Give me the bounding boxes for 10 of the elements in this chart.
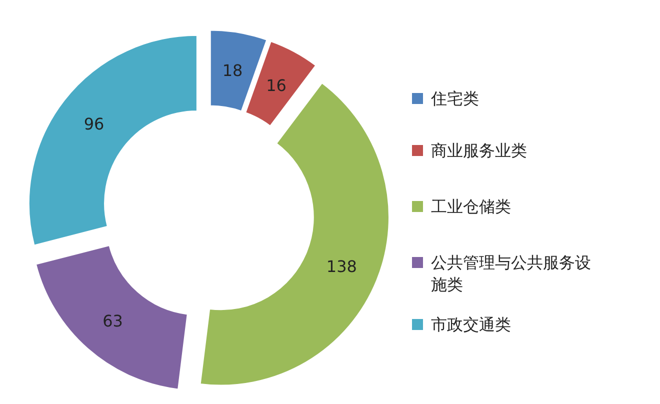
legend-label: 公共管理与公共服务设施类 [431,252,592,296]
data-label: 18 [222,60,243,80]
data-label: 96 [84,114,104,134]
legend-label: 商业服务业类 [431,140,528,162]
legend-label: 工业仓储类 [431,196,512,218]
data-label: 16 [266,76,286,96]
data-label: 138 [326,257,357,276]
legend-label: 市政交通类 [431,314,512,336]
data-label: 63 [102,311,123,330]
legend-label: 住宅类 [431,88,480,110]
